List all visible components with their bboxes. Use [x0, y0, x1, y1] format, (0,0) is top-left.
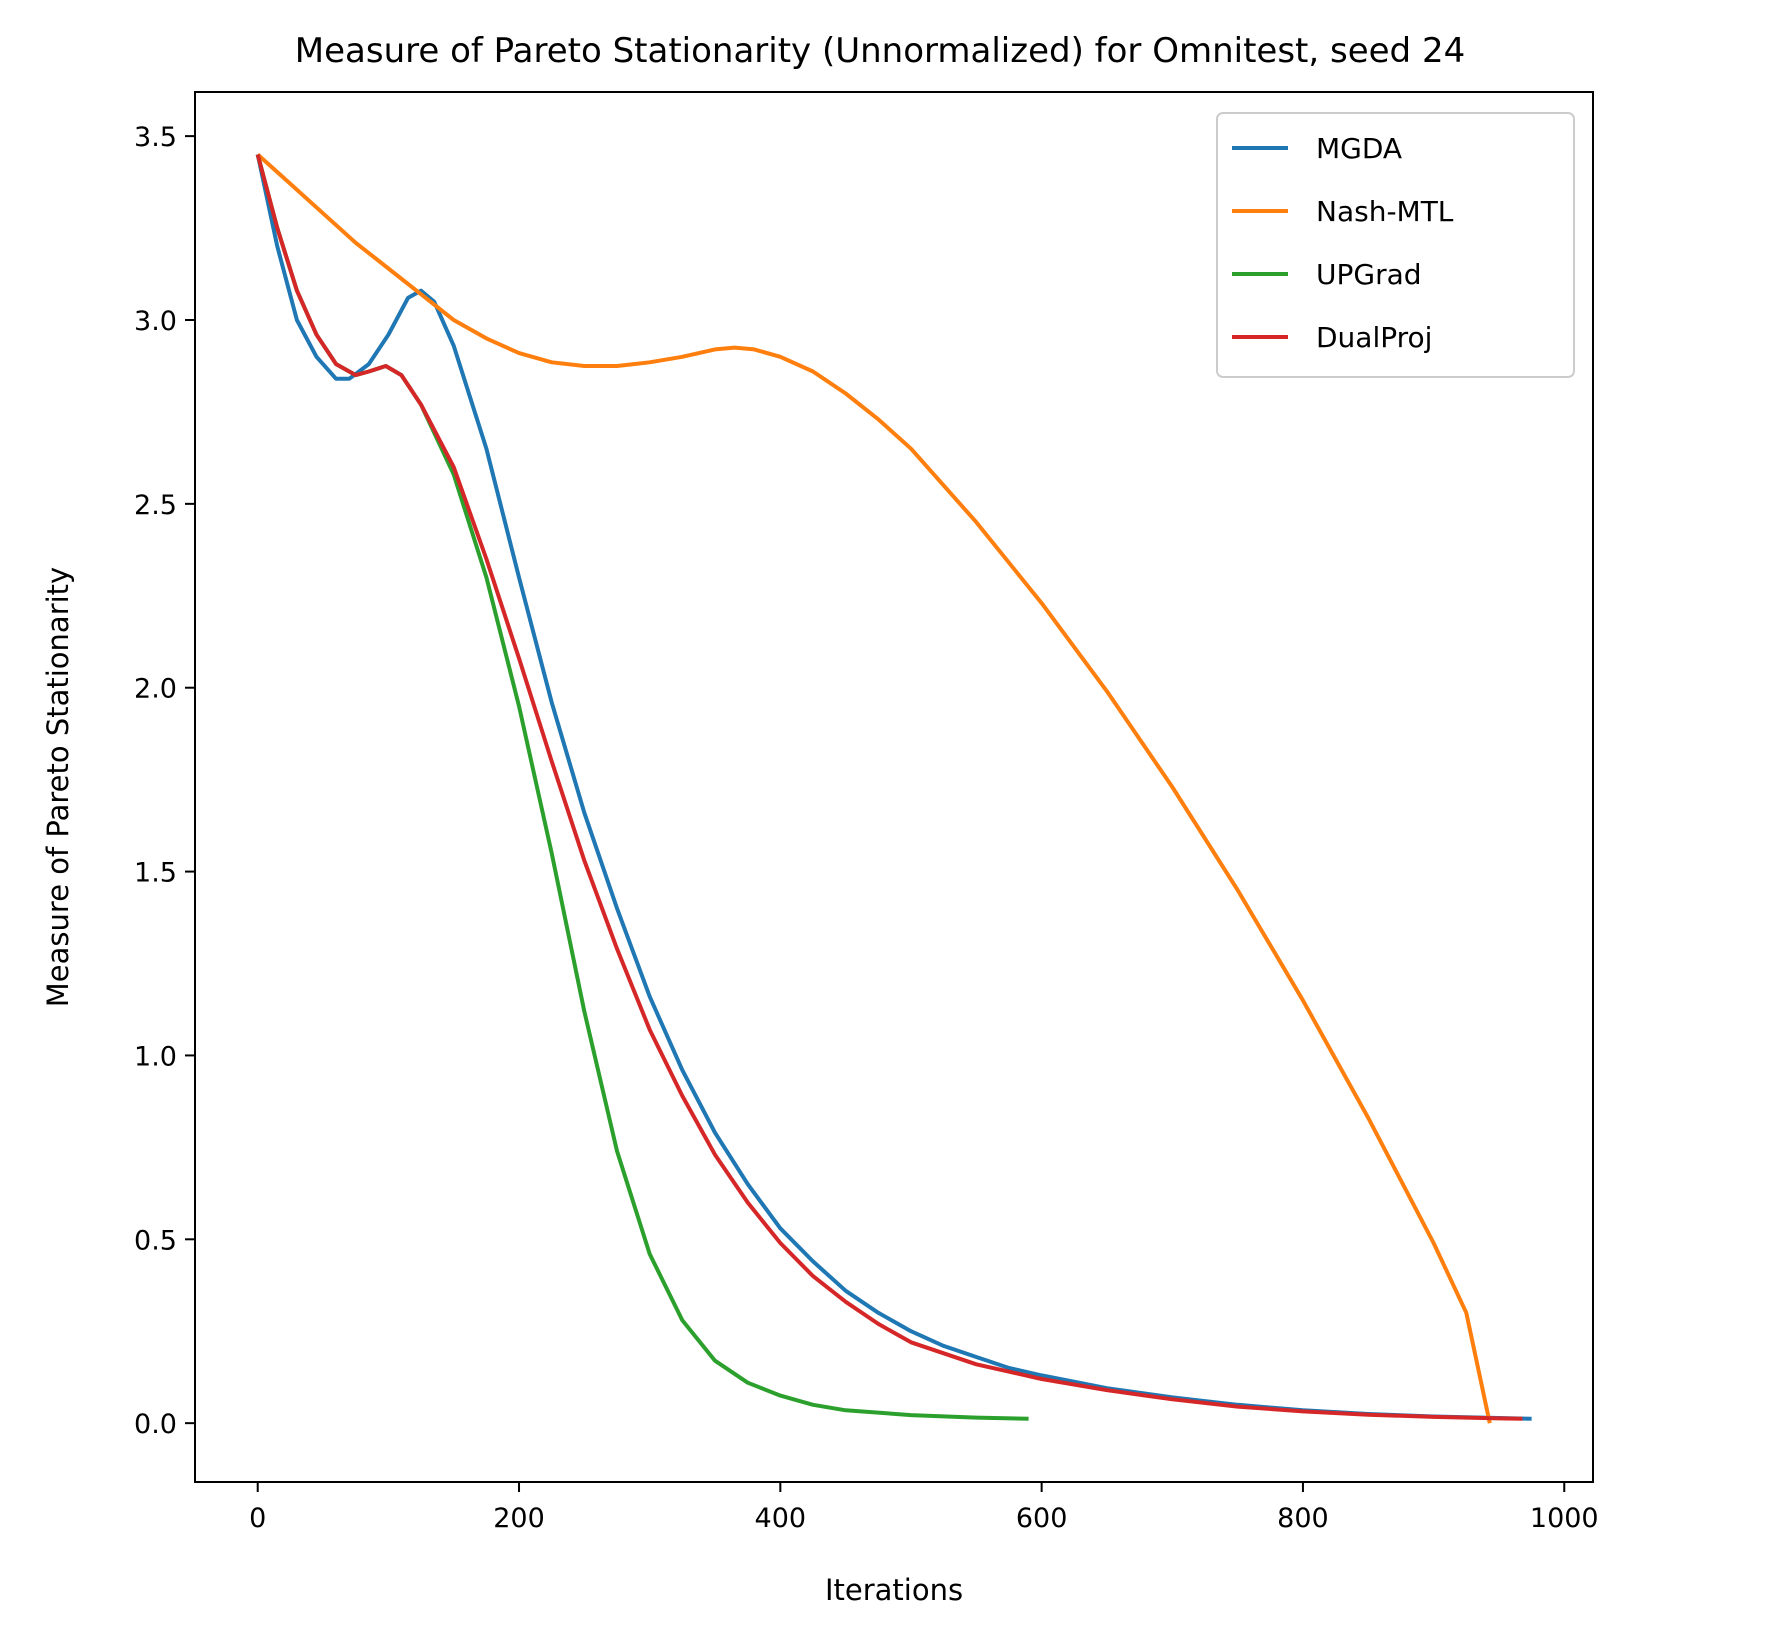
legend-box — [1216, 112, 1575, 378]
series-layer — [255, 153, 1532, 1424]
y-tick-label: 3.0 — [134, 306, 177, 337]
legend-label-upgrad: UPGrad — [1316, 258, 1422, 291]
y-tick-label: 2.5 — [134, 490, 177, 521]
legend-label-dualproj: DualProj — [1316, 321, 1432, 354]
chart-title: Measure of Pareto Stationarity (Unnormal… — [295, 31, 1465, 71]
x-tick-label: 0 — [249, 1503, 266, 1534]
series-line-nash-mtl — [256, 153, 1492, 1424]
series-line-dualproj — [255, 153, 1523, 1421]
y-tick-label: 1.0 — [134, 1041, 177, 1072]
x-axis-ticks: 0 200 400 600 800 1000 — [249, 1482, 1599, 1534]
y-tick-label: 0.0 — [134, 1409, 177, 1440]
x-tick-label: 1000 — [1530, 1503, 1599, 1534]
x-tick-label: 800 — [1277, 1503, 1329, 1534]
y-axis-ticks: 0.0 0.5 1.0 1.5 2.0 2.5 3.0 3.5 — [134, 122, 195, 1440]
y-tick-label: 2.0 — [134, 674, 177, 705]
x-axis-label: Iterations — [825, 1573, 963, 1607]
x-tick-label: 400 — [755, 1503, 807, 1534]
plot-frame — [194, 91, 1594, 1483]
x-tick-label: 600 — [1016, 1503, 1068, 1534]
x-tick-label: 200 — [493, 1503, 545, 1534]
y-tick-label: 0.5 — [134, 1225, 177, 1256]
legend-label-mgda: MGDA — [1316, 132, 1402, 165]
y-axis-label: Measure of Pareto Stationarity — [41, 567, 75, 1007]
y-tick-label: 3.5 — [134, 122, 177, 153]
legend-label-nash-mtl: Nash-MTL — [1316, 195, 1454, 228]
legend: MGDA Nash-MTL UPGrad DualProj — [1216, 112, 1575, 378]
y-tick-label: 1.5 — [134, 858, 177, 889]
